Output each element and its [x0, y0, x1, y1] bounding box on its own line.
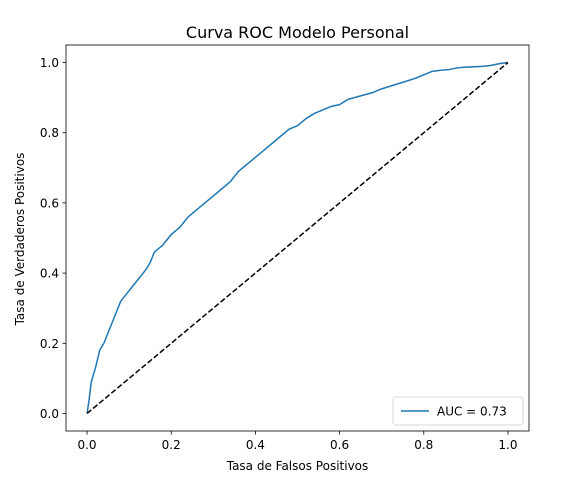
y-tick-label: 0.0: [40, 407, 59, 421]
plot-area: 0.0 0.2 0.4 0.6 0.8 1.0 0.0 0.2 0.4 0.6 0.8 1.0: [40, 45, 529, 452]
legend-label: AUC = 0.73: [437, 405, 507, 419]
y-tick-label: 0.8: [40, 126, 59, 140]
x-axis-label: Tasa de Falsos Positivos: [226, 459, 369, 473]
x-tick-label: 0.6: [330, 438, 349, 452]
x-tick-label: 0.0: [77, 438, 96, 452]
y-tick-label: 0.4: [40, 267, 59, 281]
chance-diagonal-line: [87, 63, 508, 414]
y-tick-label: 1.0: [40, 56, 59, 70]
y-tick-label: 0.6: [40, 196, 59, 210]
x-tick-label: 0.8: [414, 438, 433, 452]
chart-title: Curva ROC Modelo Personal: [186, 23, 409, 42]
y-tick-label: 0.2: [40, 337, 59, 351]
x-tick-label: 0.2: [162, 438, 181, 452]
x-tick-label: 1.0: [498, 438, 517, 452]
y-axis-label: Tasa de Verdaderos Positivos: [13, 153, 27, 327]
legend: AUC = 0.73: [393, 397, 523, 425]
x-tick-label: 0.4: [246, 438, 265, 452]
